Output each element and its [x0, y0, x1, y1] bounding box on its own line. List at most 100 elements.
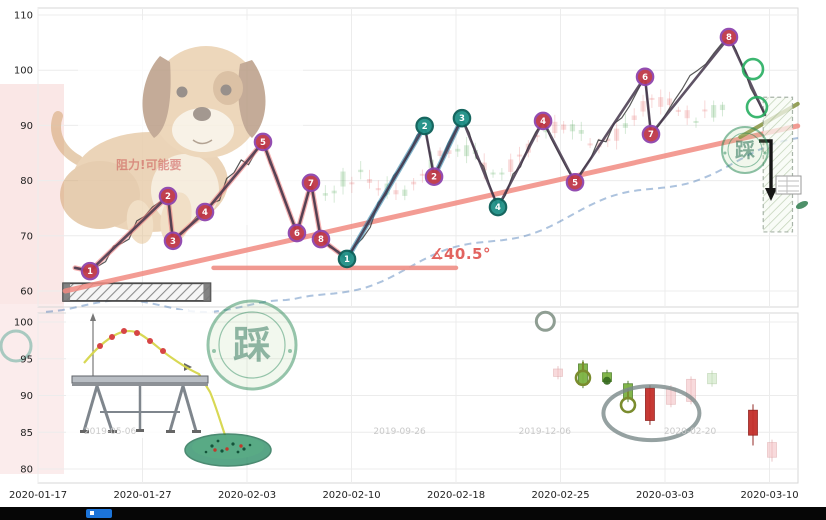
- wave-marker-circle: [253, 132, 273, 152]
- bg-candle-body: [516, 154, 523, 157]
- easel-curve-dots: [97, 328, 166, 354]
- ghost-date-label: 2019-05-06: [84, 427, 137, 437]
- wave-marker-circle: [641, 124, 661, 144]
- wave-marker-number: 5: [572, 178, 578, 188]
- wave-marker-number: 7: [648, 130, 654, 140]
- taskbar-icon[interactable]: [86, 509, 112, 518]
- bg-candle-body: [340, 171, 346, 187]
- easel-legs: [82, 385, 198, 432]
- bg-candle-body: [711, 105, 717, 118]
- green-circle-marker: [745, 95, 769, 119]
- wave-marker-circle: [452, 108, 472, 128]
- wave-marker-number: 1: [344, 255, 350, 265]
- date-tick-label: 2020-02-10: [322, 490, 380, 501]
- blue-wave-layer: [45, 137, 799, 314]
- bg-candle-body: [490, 172, 496, 175]
- plate-illustration: [184, 433, 272, 467]
- bg-candle-body: [569, 124, 576, 132]
- bg-candle-body: [675, 109, 681, 112]
- date-tick-label: 2020-02-25: [531, 490, 589, 501]
- date-tick-label: 2020-02-03: [218, 490, 276, 501]
- wave-marker-crimson: 3: [163, 231, 183, 251]
- easel-feet: [80, 429, 201, 433]
- wave-marker-number: 1: [87, 267, 93, 277]
- wave-marker-number: 4: [202, 208, 208, 218]
- dog-ear-right: [238, 60, 266, 138]
- bg-candle-body: [375, 188, 381, 191]
- wave-marker-number: 8: [318, 235, 324, 245]
- bg-candle-body: [622, 123, 629, 128]
- ytick-top-label: 70: [20, 231, 33, 242]
- wave-marker-circle: [158, 186, 178, 206]
- bg-candle-body: [693, 120, 699, 123]
- bg-candle-body: [402, 189, 408, 196]
- bg-candle-body: [349, 182, 355, 185]
- wave-marker-crimson: 6: [635, 67, 655, 87]
- ytick-top-label: 90: [20, 121, 33, 132]
- dog-nose: [193, 107, 211, 121]
- wave-marker-crimson: 5: [565, 172, 585, 192]
- bg-candle-body: [578, 130, 584, 134]
- wave-marker-circle: [287, 223, 307, 243]
- candle-body: [767, 442, 777, 458]
- ghost-date-label: 2019-09-26: [373, 427, 426, 437]
- dog-ear-left: [142, 56, 171, 138]
- ytick-top-label: 100: [14, 66, 33, 77]
- wave-marker-circle: [488, 197, 508, 217]
- wave-marker-teal: 1: [337, 249, 357, 269]
- wave-marker-crimson: 1: [80, 261, 100, 281]
- candle-body: [707, 373, 717, 385]
- candle-circle-marker: [619, 396, 637, 414]
- candle-dot-marker: [603, 376, 612, 385]
- candle-body: [553, 368, 563, 377]
- bg-candle-body: [587, 143, 593, 146]
- stamp-char: 踩: [735, 138, 755, 162]
- ytick-bottom-label: 95: [20, 354, 33, 365]
- blue-wave-line: [45, 137, 799, 314]
- bg-candle-body: [719, 104, 726, 111]
- dog-watermark: [51, 20, 303, 244]
- date-tick-label: 2020-02-18: [427, 490, 485, 501]
- ytick-bottom-label: 85: [20, 428, 33, 439]
- wave-marker-crimson: 7: [301, 173, 321, 193]
- bg-candle-body: [411, 181, 417, 185]
- candle-body: [748, 409, 758, 436]
- wave-marker-crimson: 4: [195, 202, 215, 222]
- wave-marker-circle: [719, 27, 739, 47]
- candle-circle-marker: [534, 310, 556, 332]
- wave-marker-number: 2: [165, 192, 171, 202]
- wave-marker-number: 4: [495, 203, 501, 213]
- bg-candle-body: [561, 124, 567, 130]
- bg-candle-body: [666, 98, 673, 106]
- bg-candle-body: [358, 169, 364, 173]
- ytick-bottom-label: 90: [20, 391, 33, 402]
- bg-candle-body: [640, 101, 646, 112]
- bg-candle-body: [684, 110, 690, 119]
- bg-candle-body: [331, 190, 337, 194]
- wave-marker-crimson: 2: [424, 167, 444, 187]
- leaf-icon: [795, 201, 809, 209]
- ytick-top-label: 60: [20, 287, 33, 298]
- highlight-ellipse: [601, 384, 702, 443]
- wave-marker-number: 4: [540, 117, 546, 127]
- bg-candle-body: [393, 190, 399, 195]
- stamp-watermark-large: 踩: [206, 299, 298, 391]
- bg-candle-body: [613, 128, 620, 141]
- stamp-char: 踩: [233, 323, 271, 367]
- wave-marker-circle: [415, 116, 434, 136]
- bg-candle-body: [552, 121, 558, 134]
- wave-marker-number: 2: [431, 173, 437, 183]
- axis-arrow-right-icon: [184, 363, 192, 371]
- wave-marker-circle: [533, 111, 553, 131]
- wave-marker-circle: [337, 249, 357, 269]
- bg-candle-body: [658, 97, 664, 107]
- bg-candle-body: [463, 145, 470, 157]
- bg-candle-body: [366, 178, 373, 183]
- wave-marker-circle: [565, 172, 585, 192]
- wave-marker-number: 6: [642, 73, 648, 83]
- wave-marker-number: 8: [726, 33, 732, 43]
- data-layer: 1 2 3 4 5 6 7 8 1 2 2 3 4 4 5 6 7 8 2019-05-06 2019-09-26 20…: [62, 27, 801, 462]
- wave-marker-crimson: 2: [158, 186, 178, 206]
- bg-candle-body: [605, 138, 611, 142]
